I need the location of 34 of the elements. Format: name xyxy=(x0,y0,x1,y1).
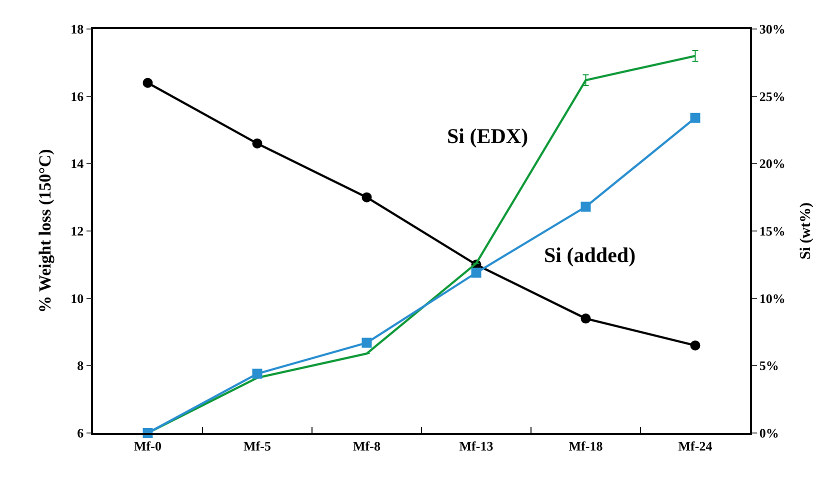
x-tick-label: Mf-24 xyxy=(678,438,713,454)
y-tick-label: 18 xyxy=(70,22,84,37)
x-tick-label: Mf-13 xyxy=(459,438,494,454)
y2-axis-title: Si (wt%) xyxy=(798,202,814,260)
y-axis-title: % Weight loss (150°C) xyxy=(36,149,55,313)
point xyxy=(252,138,262,148)
point xyxy=(690,340,700,350)
y2-tick-label: 5% xyxy=(759,358,779,374)
y-tick-label: 6 xyxy=(77,426,84,441)
x-tick-label: Mf-0 xyxy=(134,438,162,454)
x-tick-label: Mf-5 xyxy=(244,438,272,454)
y2-tick-label: 10% xyxy=(759,290,786,306)
point xyxy=(471,268,482,278)
y-tick-label: 8 xyxy=(77,358,84,374)
point xyxy=(142,78,153,88)
point xyxy=(580,314,591,324)
point xyxy=(362,338,372,348)
y2-tick-label: 25% xyxy=(759,88,786,104)
series-label: Si (added) xyxy=(544,243,636,267)
y2-tick-label: 0% xyxy=(759,426,779,441)
point xyxy=(252,368,262,379)
point xyxy=(580,202,591,212)
y2-tick-label: 20% xyxy=(759,156,786,172)
x-tick-label: Mf-8 xyxy=(353,438,381,454)
y-tick-label: 16 xyxy=(70,88,84,104)
y-tick-label: 14 xyxy=(70,156,84,172)
y-tick-label: 10 xyxy=(70,290,84,306)
y2-tick-label: 30% xyxy=(759,22,786,37)
y-tick-label: 12 xyxy=(70,224,84,239)
point xyxy=(690,112,700,123)
series-label: Si (EDX) xyxy=(447,124,528,148)
x-tick-label: Mf-18 xyxy=(568,438,604,454)
point xyxy=(362,192,372,202)
y2-tick-label: 15% xyxy=(759,224,786,239)
